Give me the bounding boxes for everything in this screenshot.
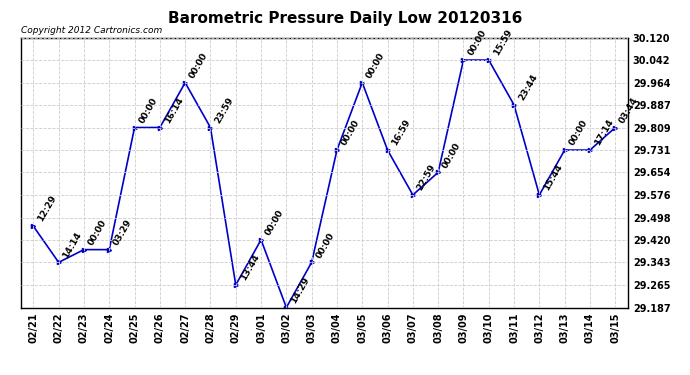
Text: 14:14: 14:14 xyxy=(61,230,83,260)
Text: 15:44: 15:44 xyxy=(542,163,564,192)
Text: 17:14: 17:14 xyxy=(593,118,615,147)
Text: 00:00: 00:00 xyxy=(339,118,362,147)
Text: 12:29: 12:29 xyxy=(36,194,58,224)
Text: 00:00: 00:00 xyxy=(137,96,159,125)
Text: 00:00: 00:00 xyxy=(441,141,463,170)
Text: 22:59: 22:59 xyxy=(415,163,437,192)
Text: Barometric Pressure Daily Low 20120316: Barometric Pressure Daily Low 20120316 xyxy=(168,11,522,26)
Text: 03:29: 03:29 xyxy=(112,217,134,247)
Text: 00:00: 00:00 xyxy=(466,28,488,57)
Text: 13:44: 13:44 xyxy=(239,253,261,282)
Text: 23:44: 23:44 xyxy=(517,73,539,102)
Text: 00:00: 00:00 xyxy=(365,51,387,80)
Text: 16:59: 16:59 xyxy=(391,118,413,147)
Text: 00:00: 00:00 xyxy=(567,118,589,147)
Text: 00:00: 00:00 xyxy=(264,208,286,237)
Text: 16:14: 16:14 xyxy=(163,95,185,125)
Text: 15:59: 15:59 xyxy=(491,28,513,57)
Text: 03:44: 03:44 xyxy=(618,95,640,125)
Text: 23:59: 23:59 xyxy=(213,95,235,125)
Text: 00:00: 00:00 xyxy=(315,231,336,260)
Text: Copyright 2012 Cartronics.com: Copyright 2012 Cartronics.com xyxy=(21,26,162,35)
Text: 14:29: 14:29 xyxy=(289,275,311,305)
Text: 00:00: 00:00 xyxy=(188,51,210,80)
Text: 00:00: 00:00 xyxy=(87,218,108,247)
